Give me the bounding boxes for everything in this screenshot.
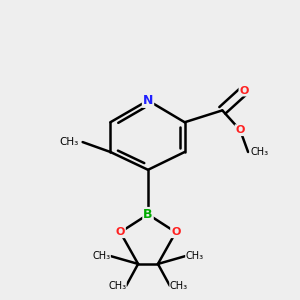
Text: CH₃: CH₃: [186, 251, 204, 261]
Text: B: B: [143, 208, 153, 221]
Text: CH₃: CH₃: [92, 251, 110, 261]
Text: CH₃: CH₃: [59, 137, 79, 147]
Text: O: O: [239, 85, 249, 96]
Text: O: O: [116, 227, 125, 237]
Text: CH₃: CH₃: [250, 147, 268, 157]
Text: O: O: [236, 125, 245, 135]
Text: CH₃: CH₃: [108, 281, 126, 291]
Text: O: O: [171, 227, 180, 237]
Text: CH₃: CH₃: [170, 281, 188, 291]
Text: N: N: [143, 94, 153, 107]
